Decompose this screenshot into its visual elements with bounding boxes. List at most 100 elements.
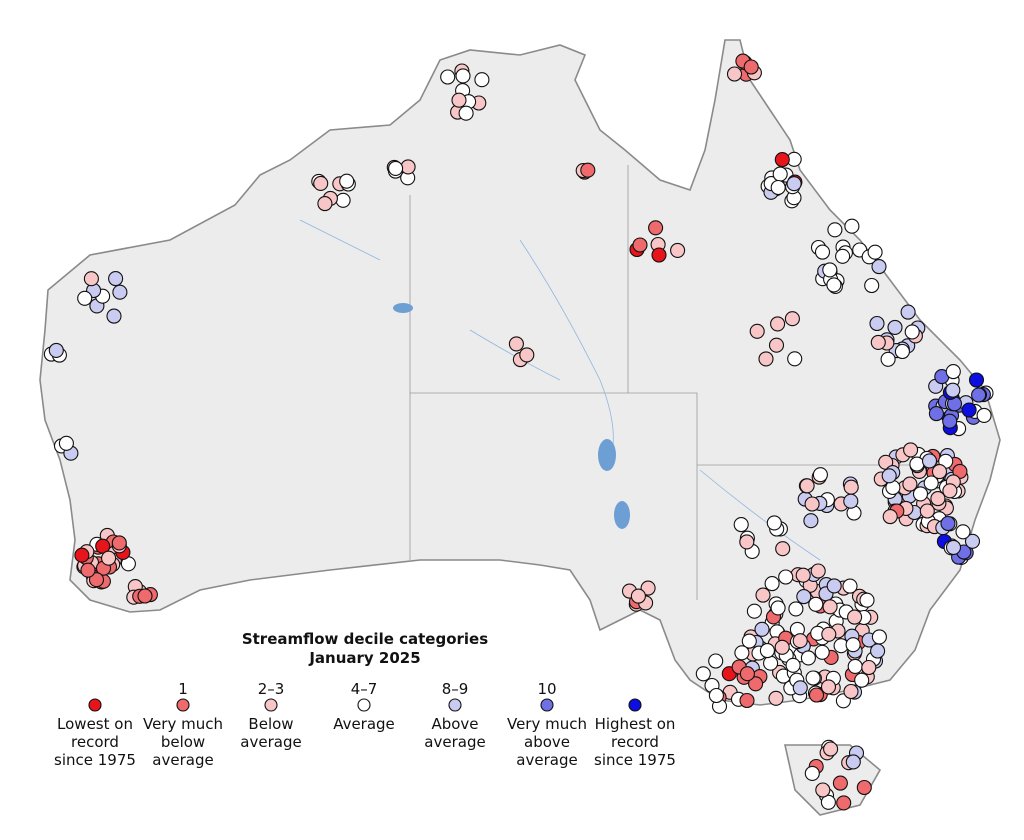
station-marker: [787, 351, 803, 367]
station-marker: [734, 645, 750, 661]
station-marker: [921, 453, 938, 469]
legend-label: Very much: [143, 715, 223, 733]
station-marker: [847, 658, 863, 674]
station-marker: [474, 72, 490, 88]
station-marker: [804, 496, 820, 512]
legend-label: since 1975: [54, 751, 136, 769]
station-marker: [339, 173, 355, 189]
station-marker: [388, 160, 404, 176]
station-marker: [815, 782, 831, 798]
station-marker: [903, 442, 919, 458]
legend-label: average: [240, 733, 301, 751]
station-marker: [845, 754, 861, 770]
station-marker: [904, 324, 920, 340]
station-marker: [864, 277, 880, 294]
station-marker: [909, 456, 925, 472]
legend-label: record: [611, 733, 659, 751]
station-marker: [759, 643, 775, 659]
station-marker: [95, 538, 111, 554]
station-marker: [651, 247, 667, 263]
legend-label: Below: [248, 715, 293, 733]
station-marker: [805, 670, 821, 686]
station-marker: [923, 475, 939, 491]
station-marker: [945, 382, 961, 398]
station-marker: [881, 468, 897, 484]
station-marker: [733, 517, 749, 533]
station-marker: [726, 66, 743, 82]
station-marker: [640, 580, 656, 596]
station-marker: [770, 316, 786, 332]
legend-label: below: [161, 733, 205, 751]
station-marker: [822, 599, 838, 615]
station-marker: [708, 653, 724, 669]
station-marker: [580, 162, 596, 178]
station-marker: [795, 567, 811, 583]
station-marker: [785, 657, 801, 673]
station-marker: [799, 478, 815, 494]
station-marker: [455, 68, 471, 84]
station-marker: [695, 666, 711, 682]
station-marker: [843, 479, 859, 495]
station-marker: [942, 413, 958, 429]
legend-label: record: [71, 733, 119, 751]
station-marker: [955, 524, 971, 540]
legend-decile: 2–3: [258, 680, 285, 698]
legend-title: Streamflow decile categories: [242, 630, 488, 648]
station-marker: [440, 69, 456, 85]
station-marker: [313, 175, 329, 191]
rivers: [299, 219, 821, 561]
station-marker: [961, 402, 977, 418]
station-marker: [772, 166, 788, 182]
legend-label: above: [524, 733, 570, 751]
station-marker: [931, 464, 948, 480]
station-marker: [856, 779, 872, 796]
station-marker: [519, 347, 535, 363]
station-marker: [648, 220, 664, 236]
station-marker: [111, 535, 127, 551]
station-marker: [820, 794, 836, 810]
legend-label: Very much: [507, 715, 587, 733]
station-marker: [832, 775, 848, 791]
station-marker: [861, 659, 877, 676]
station-marker: [821, 626, 837, 642]
legend-label: Average: [333, 715, 395, 733]
station-marker: [80, 562, 96, 578]
station-marker: [739, 666, 755, 682]
station-marker: [508, 336, 524, 352]
station-marker: [912, 486, 929, 502]
station-marker: [778, 569, 794, 585]
legend-marker: [88, 698, 102, 712]
station-marker: [869, 315, 885, 332]
station-marker: [826, 578, 842, 594]
station-marker: [823, 741, 839, 757]
station-marker: [739, 692, 755, 709]
station-marker: [754, 621, 770, 637]
station-marker: [971, 387, 987, 403]
station-marker: [867, 244, 883, 260]
station-marker: [940, 515, 956, 532]
station-marker: [88, 572, 105, 588]
station-marker: [804, 765, 820, 781]
station-marker: [964, 533, 981, 549]
legend-label: since 1975: [594, 751, 676, 769]
station-marker: [764, 576, 780, 592]
station-marker: [774, 639, 790, 655]
station-marker: [106, 308, 122, 324]
legend-label: Lowest on: [57, 715, 133, 733]
station-marker: [335, 192, 351, 208]
station-marker: [870, 643, 886, 659]
station-marker: [844, 218, 860, 234]
station-marker: [900, 304, 916, 320]
station-marker: [871, 629, 887, 645]
station-marker: [400, 159, 416, 175]
station-marker: [746, 603, 762, 619]
station-marker: [101, 550, 117, 566]
station-marker: [766, 515, 782, 531]
station-marker: [768, 690, 784, 706]
station-marker: [820, 679, 837, 695]
station-marker: [743, 59, 759, 75]
station-marker: [942, 483, 958, 499]
station-marker: [108, 271, 124, 287]
